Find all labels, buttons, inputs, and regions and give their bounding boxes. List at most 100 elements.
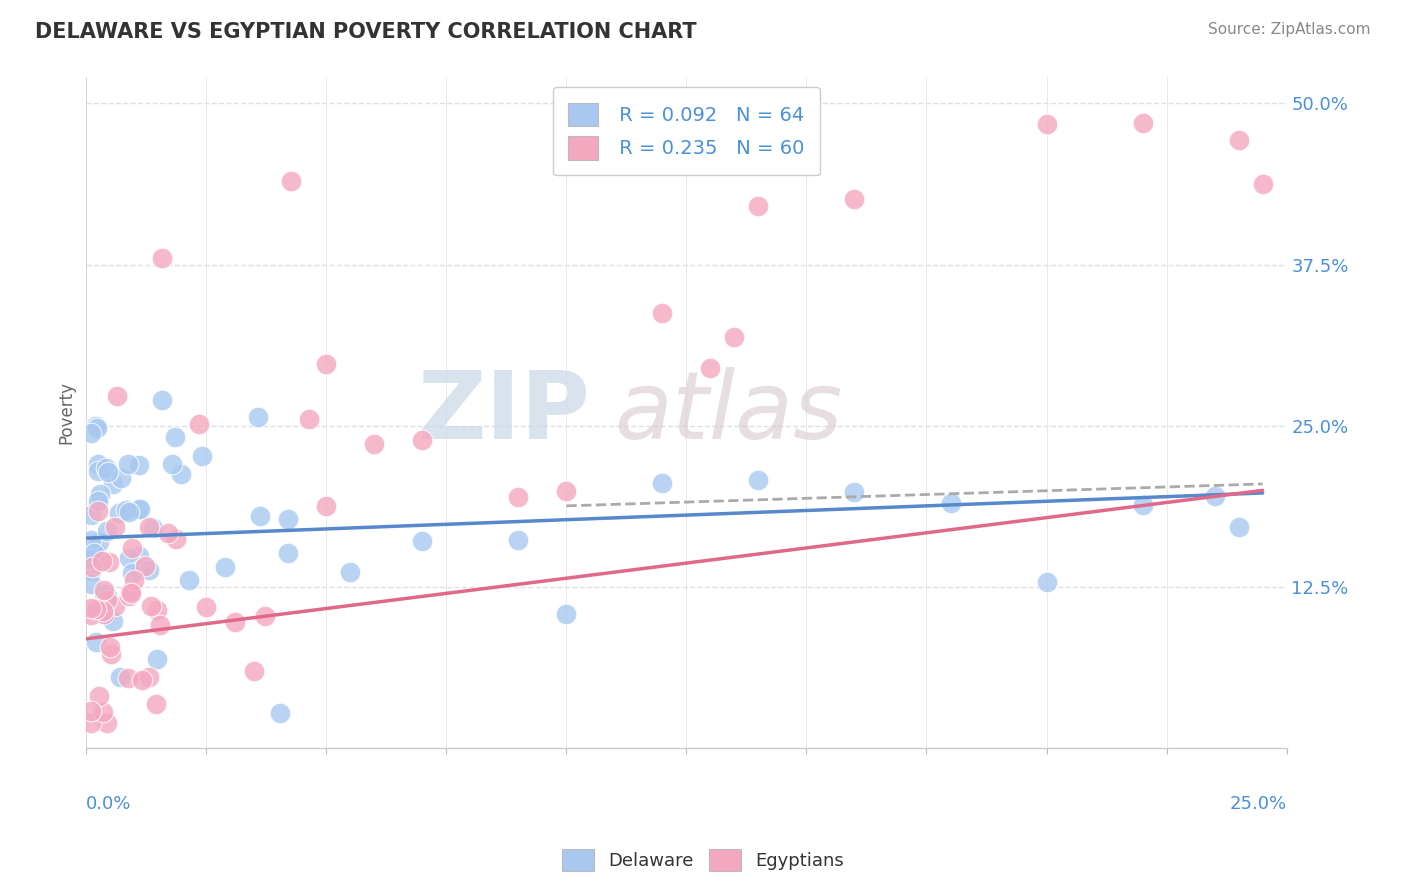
Point: [108, 506, 131, 520]
Point: [128, 458, 150, 472]
Point: [1227, 519, 1250, 533]
Point: [315, 499, 337, 513]
Point: [844, 192, 866, 206]
Point: [80, 704, 103, 718]
Point: [118, 550, 141, 565]
Point: [508, 533, 530, 548]
Point: [249, 508, 271, 523]
Point: [651, 475, 673, 490]
Point: [134, 559, 156, 574]
Point: [80, 600, 103, 615]
Point: [96, 590, 118, 604]
Point: [108, 670, 131, 684]
Point: [104, 520, 127, 534]
Point: [89, 689, 111, 703]
Point: [1035, 574, 1057, 589]
Point: [97, 465, 120, 479]
Point: [120, 586, 142, 600]
Point: [651, 306, 673, 320]
Point: [87, 457, 110, 471]
Point: [179, 573, 201, 587]
Y-axis label: Poverty: Poverty: [58, 382, 75, 444]
Point: [100, 647, 122, 661]
Point: [96, 608, 118, 623]
Point: [91, 705, 114, 719]
Point: [156, 525, 179, 540]
Point: [146, 652, 169, 666]
Point: [150, 392, 173, 407]
Point: [80, 715, 103, 730]
Point: [170, 467, 193, 482]
Point: [163, 429, 186, 443]
Point: [97, 555, 120, 569]
Text: 25.0%: 25.0%: [1229, 796, 1286, 814]
Point: [93, 587, 115, 601]
Point: [138, 563, 160, 577]
Point: [117, 505, 139, 519]
Point: [411, 534, 433, 549]
Point: [298, 412, 321, 426]
Point: [122, 574, 145, 588]
Point: [114, 503, 136, 517]
Point: [87, 494, 110, 508]
Point: [94, 460, 117, 475]
Point: [195, 599, 218, 614]
Point: [555, 607, 578, 621]
Point: [138, 670, 160, 684]
Point: [1132, 115, 1154, 129]
Point: [1035, 117, 1057, 131]
Point: [142, 521, 165, 535]
Point: [84, 543, 107, 558]
Point: [363, 437, 385, 451]
Point: [84, 418, 107, 433]
Point: [224, 615, 246, 629]
Point: [117, 458, 139, 472]
Point: [315, 357, 337, 371]
Text: ZIP: ZIP: [418, 367, 591, 459]
Point: [277, 547, 299, 561]
Point: [162, 457, 184, 471]
Point: [146, 603, 169, 617]
Point: [150, 251, 173, 265]
Point: [121, 541, 143, 555]
Point: [128, 549, 150, 564]
Point: [939, 496, 962, 510]
Point: [100, 640, 122, 655]
Point: [93, 583, 115, 598]
Text: Source: ZipAtlas.com: Source: ZipAtlas.com: [1208, 22, 1371, 37]
Legend: Delaware, Egyptians: Delaware, Egyptians: [554, 842, 852, 879]
Point: [269, 706, 291, 720]
Point: [93, 607, 115, 622]
Text: atlas: atlas: [614, 368, 842, 458]
Point: [129, 502, 152, 516]
Point: [844, 485, 866, 500]
Point: [93, 604, 115, 618]
Point: [96, 592, 118, 607]
Point: [89, 535, 111, 549]
Point: [127, 502, 149, 516]
Point: [103, 477, 125, 491]
Point: [145, 698, 167, 712]
Point: [165, 533, 187, 547]
Point: [105, 388, 128, 402]
Point: [82, 552, 104, 566]
Point: [80, 564, 103, 578]
Point: [131, 673, 153, 687]
Point: [121, 566, 143, 580]
Point: [699, 360, 721, 375]
Point: [339, 566, 361, 580]
Point: [89, 487, 111, 501]
Point: [84, 602, 107, 616]
Point: [1251, 177, 1274, 191]
Point: [83, 546, 105, 560]
Legend:  R = 0.092   N = 64,  R = 0.235   N = 60: R = 0.092 N = 64, R = 0.235 N = 60: [553, 87, 820, 176]
Text: DELAWARE VS EGYPTIAN POVERTY CORRELATION CHART: DELAWARE VS EGYPTIAN POVERTY CORRELATION…: [35, 22, 697, 42]
Point: [82, 560, 104, 574]
Point: [139, 599, 162, 613]
Point: [87, 464, 110, 478]
Point: [101, 615, 124, 629]
Point: [96, 524, 118, 538]
Point: [86, 421, 108, 435]
Point: [118, 585, 141, 599]
Point: [411, 434, 433, 448]
